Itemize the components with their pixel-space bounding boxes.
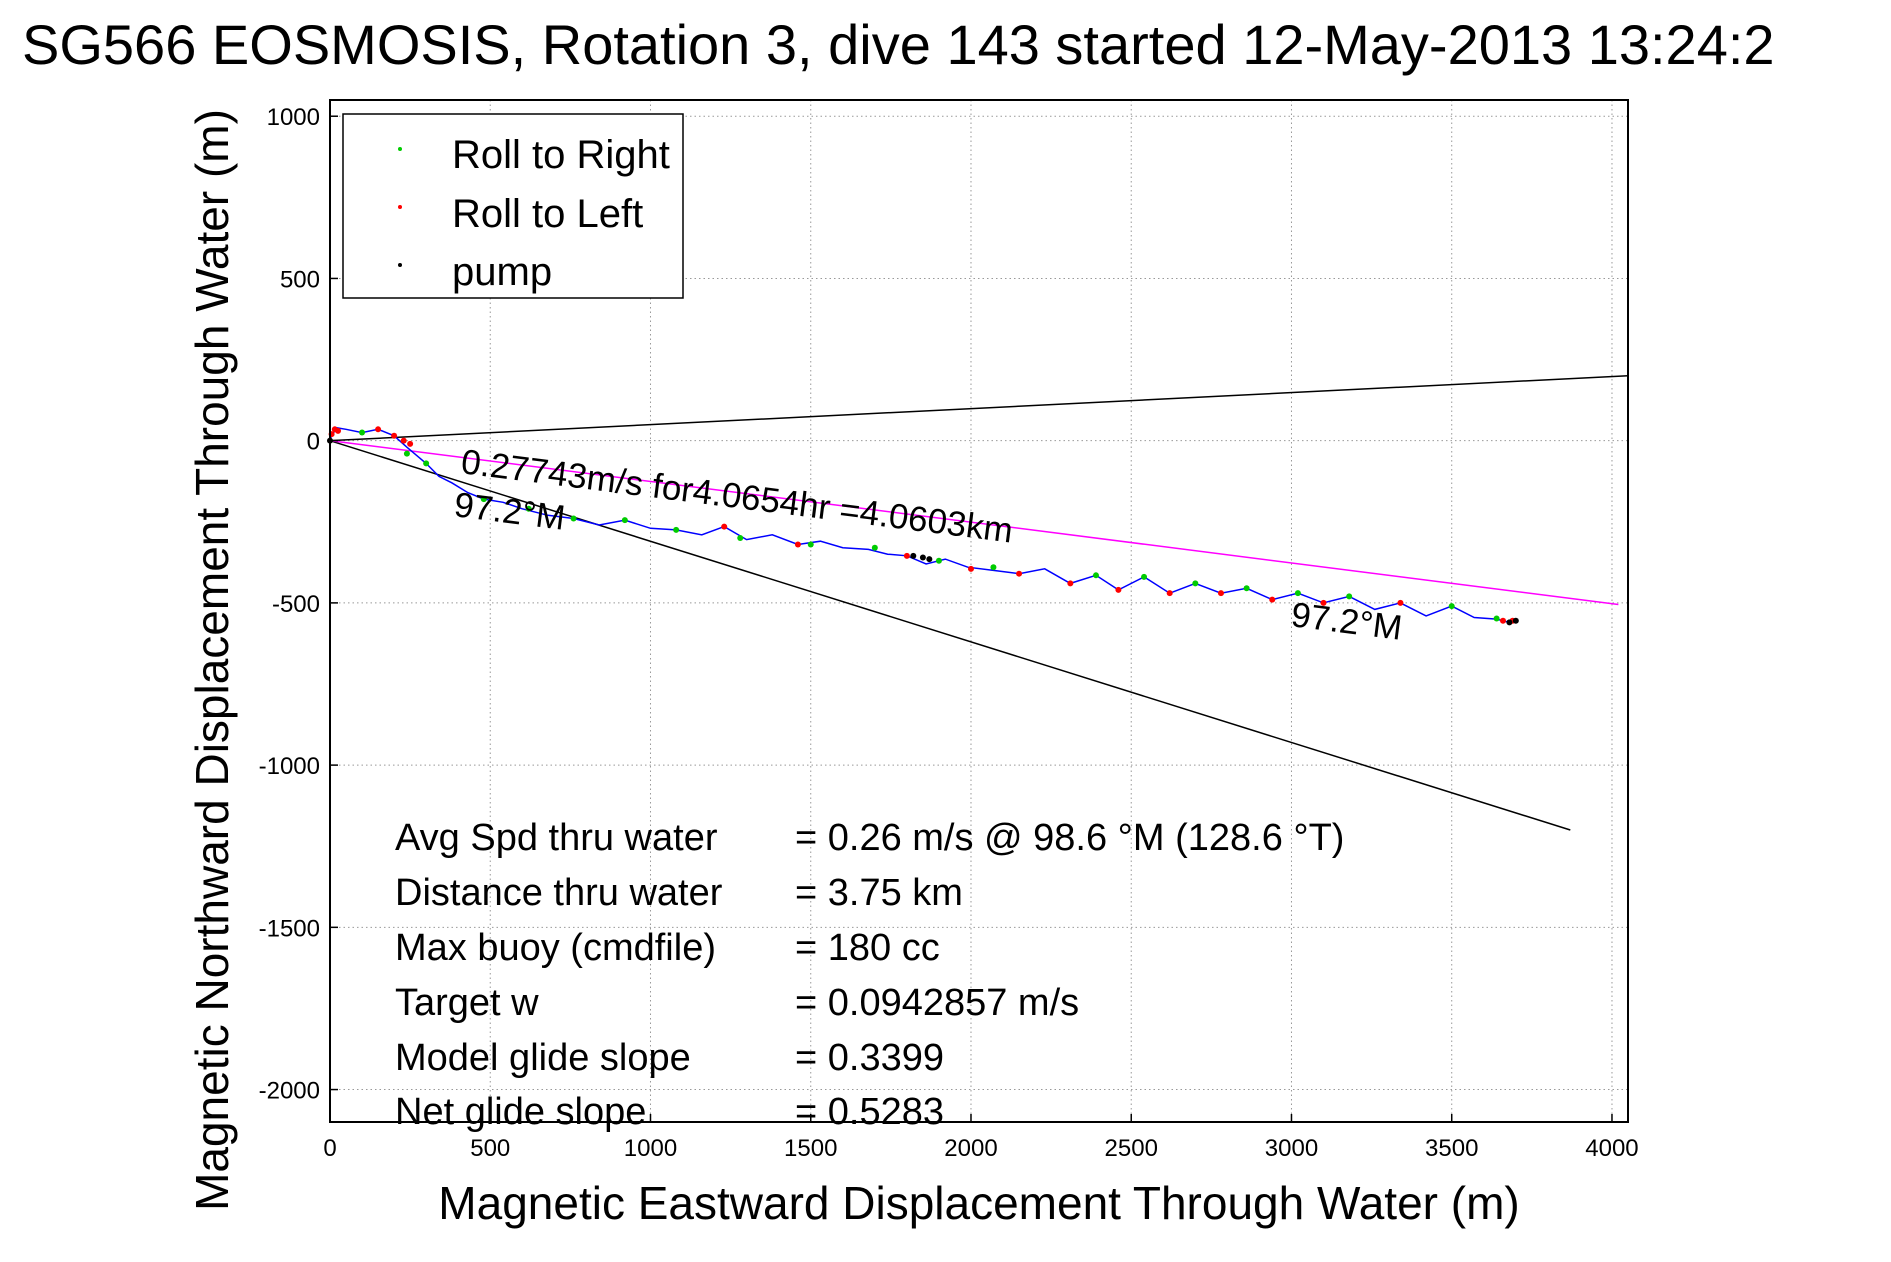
legend: Roll to Right Roll to Left pump — [342, 113, 684, 299]
legend-marker-pump — [398, 263, 402, 267]
stat-label-max-buoy: Max buoy (cmdfile) — [395, 927, 716, 969]
x-tick-label: 2000 — [944, 1135, 997, 1162]
stat-label-net-glide: Net glide slope — [395, 1091, 646, 1133]
roll-right-point — [480, 496, 487, 503]
stat-label-target-w: Target w — [395, 982, 539, 1024]
roll-right-point — [403, 450, 410, 457]
y-axis-ticks: 1000 500 0 -500 -1000 -1500 -2000 — [259, 104, 338, 1105]
pump-point — [1506, 619, 1513, 626]
y-tick-label: 0 — [307, 429, 320, 456]
stat-value-net-glide: = 0.5283 — [795, 1091, 944, 1133]
x-tick-label: 4000 — [1585, 1135, 1638, 1162]
roll-right-point — [1448, 603, 1455, 610]
chart-title: SG566 EOSMOSIS, Rotation 3, dive 143 sta… — [22, 13, 1775, 76]
roll-right-point — [1294, 590, 1301, 597]
stat-value-model-glide: = 0.3399 — [795, 1037, 944, 1079]
roll-left-point — [794, 541, 801, 548]
roll-left-point — [391, 432, 398, 439]
stat-value-distance: = 3.75 km — [795, 872, 963, 914]
roll-left-point — [903, 552, 910, 559]
roll-right-point — [423, 460, 430, 467]
roll-left-point — [967, 565, 974, 572]
marker-group — [327, 426, 1519, 626]
roll-right-point — [1493, 615, 1500, 622]
stat-value-target-w: = 0.0942857 m/s — [795, 982, 1079, 1024]
x-axis-label: Magnetic Eastward Displacement Through W… — [438, 1177, 1519, 1229]
legend-marker-roll-left — [398, 205, 402, 209]
x-tick-label: 3000 — [1265, 1135, 1318, 1162]
upper-bound-line — [329, 375, 1629, 442]
y-tick-label: -1000 — [259, 753, 320, 780]
roll-right-point — [807, 541, 814, 548]
x-tick-label: 3500 — [1425, 1135, 1478, 1162]
roll-left-point — [1115, 586, 1122, 593]
roll-right-point — [871, 544, 878, 551]
roll-left-point — [1397, 599, 1404, 606]
roll-left-point — [407, 440, 414, 447]
roll-right-point — [1092, 572, 1099, 579]
roll-right-point — [1192, 580, 1199, 587]
stat-value-max-buoy: = 180 cc — [795, 927, 940, 969]
y-tick-label: -1500 — [259, 915, 320, 942]
stat-label-avg-speed: Avg Spd thru water — [395, 817, 718, 859]
roll-left-point — [1217, 590, 1224, 597]
heading-line — [329, 439, 1619, 606]
x-tick-label: 500 — [470, 1135, 510, 1162]
roll-right-point — [570, 515, 577, 522]
y-tick-label: -500 — [272, 591, 320, 618]
roll-right-point — [525, 505, 532, 512]
plot-frame — [329, 99, 1629, 1123]
roll-left-point — [1166, 590, 1173, 597]
legend-marker-roll-right — [398, 147, 402, 151]
roll-right-point — [737, 535, 744, 541]
y-tick-label: 500 — [280, 266, 320, 293]
roll-left-point — [1016, 570, 1023, 577]
roll-right-point — [1141, 573, 1148, 580]
track-line-group — [329, 426, 1510, 624]
stat-label-distance: Distance thru water — [395, 872, 723, 914]
y-tick-label: -2000 — [259, 1078, 320, 1105]
roll-right-point — [935, 557, 942, 564]
roll-left-point — [1067, 580, 1074, 587]
pump-point — [926, 556, 933, 563]
reference-lines — [329, 375, 1629, 831]
legend-label-pump: pump — [452, 250, 552, 294]
roll-right-point — [359, 429, 366, 436]
roll-left-point — [1269, 596, 1276, 603]
legend-label-roll-left: Roll to Left — [452, 192, 643, 236]
stat-label-model-glide: Model glide slope — [395, 1037, 691, 1079]
roll-right-point — [1243, 585, 1250, 592]
roll-left-point — [1500, 617, 1507, 624]
x-tick-label: 2500 — [1105, 1135, 1158, 1162]
roll-left-point — [335, 427, 342, 434]
x-tick-label: 0 — [323, 1135, 336, 1162]
legend-label-roll-right: Roll to Right — [452, 133, 670, 177]
track-line — [329, 426, 1510, 624]
lower-bound-line — [329, 439, 1571, 831]
roll-right-point — [673, 526, 680, 533]
x-tick-label: 1500 — [784, 1135, 837, 1162]
pump-point — [910, 552, 917, 559]
x-tick-label: 1000 — [624, 1135, 677, 1162]
stats-block: Avg Spd thru water = 0.26 m/s @ 98.6 °M … — [395, 817, 1344, 1133]
stat-value-avg-speed: = 0.26 m/s @ 98.6 °M (128.6 °T) — [795, 817, 1344, 859]
roll-right-point — [990, 564, 997, 571]
roll-left-point — [375, 426, 382, 433]
y-tick-label: 1000 — [267, 104, 320, 131]
roll-right-point — [621, 517, 628, 524]
roll-left-point — [1320, 599, 1327, 606]
pump-point — [1512, 617, 1519, 624]
roll-left-point — [400, 437, 407, 444]
x-axis-ticks: 0 500 1000 1500 2000 2500 3000 3500 4000 — [323, 1114, 1639, 1162]
roll-left-point — [721, 523, 728, 530]
y-axis-label: Magnetic Northward Displacement Through … — [186, 109, 238, 1211]
roll-right-point — [1346, 593, 1353, 600]
pump-point — [919, 554, 926, 561]
